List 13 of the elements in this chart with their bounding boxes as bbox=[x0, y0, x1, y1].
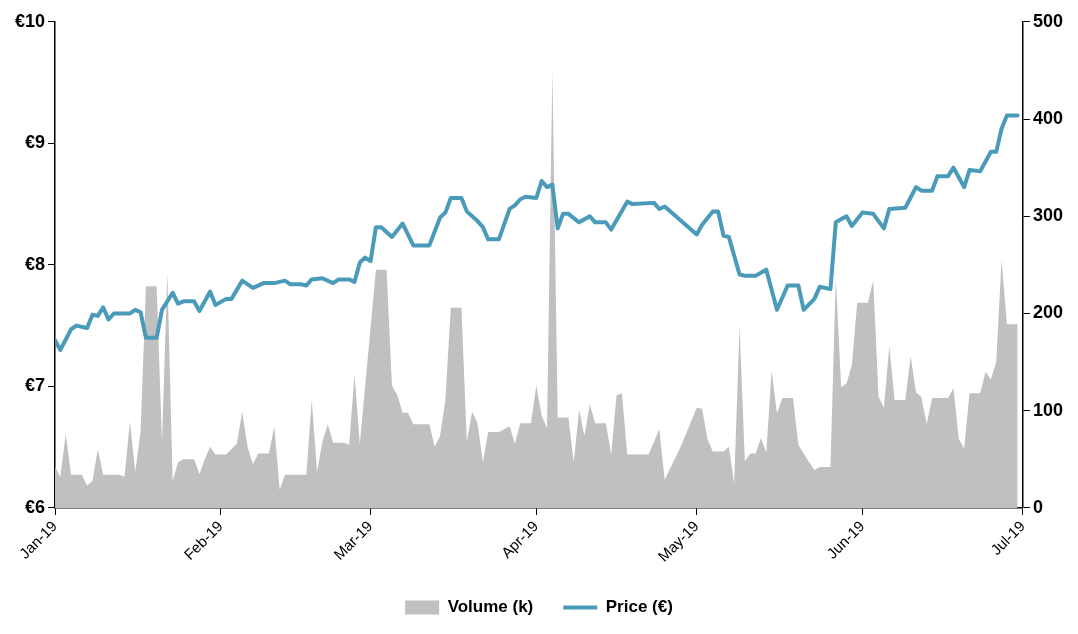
y-tick-label: €7 bbox=[25, 375, 46, 396]
y2-tick-label: 500 bbox=[1032, 10, 1064, 31]
y2-tick-label: 400 bbox=[1032, 107, 1064, 128]
legend-label: Volume (k) bbox=[447, 597, 534, 617]
y-tick-label: €8 bbox=[25, 253, 46, 274]
y-tick-label: €10 bbox=[14, 10, 46, 31]
y2-tick-label: 100 bbox=[1032, 399, 1064, 420]
y2-tick-label: 200 bbox=[1032, 302, 1064, 323]
legend-label: Price (€) bbox=[605, 597, 673, 617]
y2-tick-label: 300 bbox=[1032, 205, 1064, 226]
y2-tick-label: 0 bbox=[1032, 496, 1043, 517]
y-tick-label: €6 bbox=[25, 496, 46, 517]
y-tick-label: €9 bbox=[25, 132, 46, 153]
